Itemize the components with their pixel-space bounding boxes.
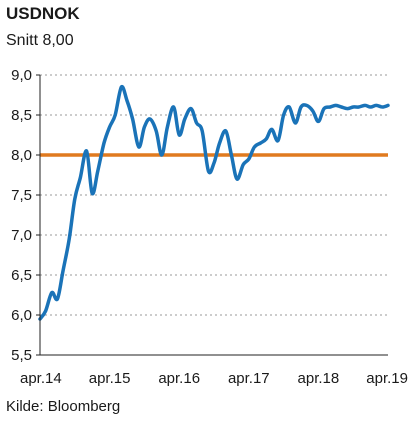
y-tick-label: 6,0	[11, 307, 32, 324]
y-tick-label: 9,0	[11, 67, 32, 84]
y-tick-label: 8,0	[11, 147, 32, 164]
x-tick-label: apr.19	[366, 370, 408, 387]
x-tick-label: apr.16	[158, 370, 200, 387]
y-tick-label: 8,5	[11, 107, 32, 124]
y-tick-label: 7,5	[11, 187, 32, 204]
x-tick-label: apr.18	[298, 370, 340, 387]
chart-subtitle: Snitt 8,00	[6, 32, 74, 49]
series-line-usdnok	[38, 84, 390, 321]
chart-title: USDNOK	[6, 4, 80, 23]
x-tick-label: apr.15	[89, 370, 131, 387]
y-tick-label: 6,5	[11, 267, 32, 284]
y-tick-label: 5,5	[11, 347, 32, 364]
chart-source: Kilde: Bloomberg	[6, 398, 121, 415]
y-tick-label: 7,0	[11, 227, 32, 244]
x-tick-label: apr.14	[20, 370, 62, 387]
x-tick-label: apr.17	[228, 370, 270, 387]
